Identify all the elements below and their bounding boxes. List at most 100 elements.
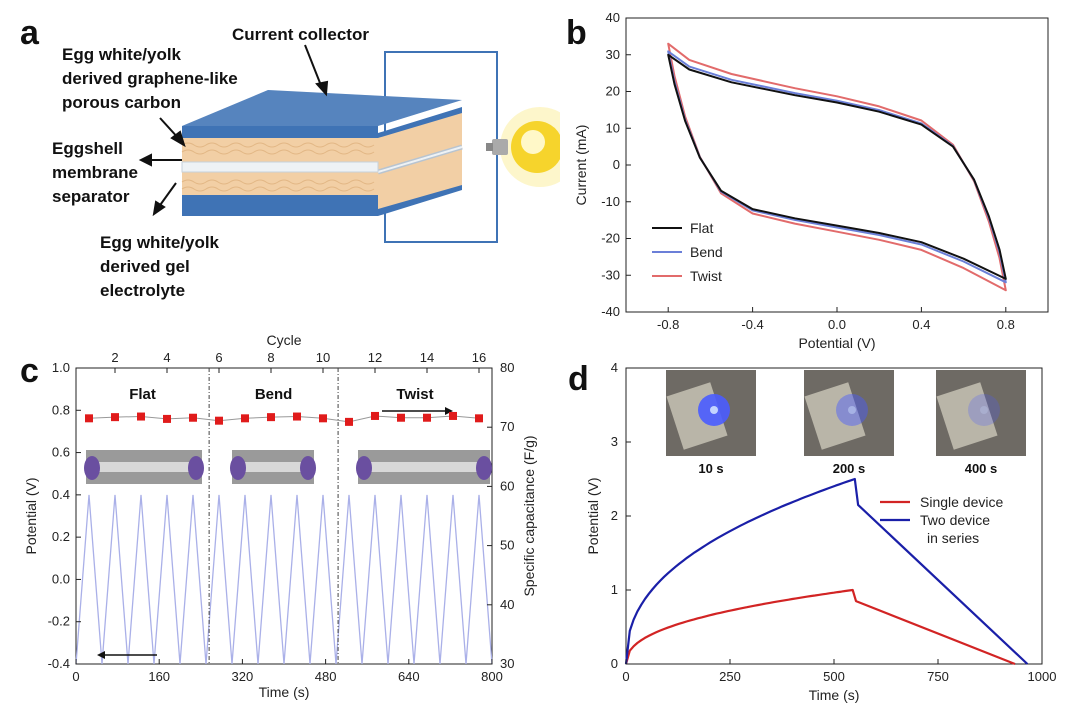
y2-axis-label: Specific capacitance (F/g) [521, 435, 537, 596]
label-carbon-line2: derived graphene-like [62, 69, 238, 88]
capacitance-point [241, 414, 249, 423]
capacitance-point [397, 413, 405, 422]
panel-letter-d: d [568, 360, 589, 398]
top-x-axis-label: Cycle [266, 332, 301, 348]
cycle-tick-label: 12 [368, 350, 382, 365]
device-front-stripes [181, 142, 375, 192]
x-tick-label: -0.4 [741, 317, 763, 332]
glove-left [356, 456, 372, 480]
region-label-flat: Flat [129, 386, 156, 403]
label-separator-line1: Eggshell [52, 139, 123, 158]
x-tick-label: 800 [481, 669, 503, 684]
label-electrolyte-line2: derived gel [100, 257, 190, 276]
capacitance-point [163, 414, 171, 423]
y-tick-label: -0.2 [48, 614, 70, 629]
y2-tick-label: 30 [500, 656, 514, 671]
capacitance-point [215, 416, 223, 425]
curve-single-device [624, 588, 1016, 666]
arrow-left-head [97, 651, 105, 659]
label-electrolyte-line1: Egg white/yolk [100, 233, 220, 252]
y-tick-label: 0.0 [52, 571, 70, 586]
cycle-tick-label: 14 [420, 350, 434, 365]
capacitance-point [293, 412, 301, 421]
capacitance-point [371, 411, 379, 420]
photo-caption: 200 s [833, 461, 866, 476]
cv-curve-flat [667, 53, 1007, 280]
y-tick-label: 1 [611, 582, 618, 597]
y2-tick-label: 70 [500, 419, 514, 434]
y-tick-label: 0.2 [52, 529, 70, 544]
x-tick-label: -0.8 [657, 317, 679, 332]
y2-tick-label: 50 [500, 538, 514, 553]
x-axis-label: Time (s) [259, 684, 310, 700]
capacitance-point [319, 414, 327, 423]
x-axis-label: Potential (V) [798, 335, 875, 351]
cycle-tick-label: 8 [267, 350, 274, 365]
device-photo-led [710, 406, 718, 414]
light-bulb-icon [486, 107, 560, 187]
cycle-tick-label: 6 [215, 350, 222, 365]
device-photo-sample [936, 382, 998, 450]
y-tick-label: 0 [613, 157, 620, 172]
sample-photo [358, 450, 490, 484]
x-tick-label: 160 [148, 669, 170, 684]
sample-strip [364, 462, 484, 472]
x-tick-label: 250 [719, 669, 741, 684]
capacitance-point [475, 414, 483, 423]
capacitance-point [423, 413, 431, 422]
sample-strip [238, 462, 308, 472]
arrow-right-head [445, 407, 453, 415]
x-tick-label: 1000 [1028, 669, 1057, 684]
supercapacitor-schematic [138, 44, 560, 243]
sample-photo [232, 450, 314, 484]
device-photo [666, 370, 756, 456]
device-front-collector-top [182, 126, 378, 138]
y-axis-label: Potential (V) [585, 477, 601, 554]
x-tick-label: 0 [622, 669, 629, 684]
cv-curve-twist [667, 42, 1007, 292]
capacitance-point [345, 417, 353, 426]
y-tick-label: -40 [601, 304, 620, 319]
device-photo-led [980, 406, 988, 414]
glove-left [230, 456, 246, 480]
y2-tick-label: 40 [500, 597, 514, 612]
y-tick-label: 20 [606, 84, 620, 99]
legend-label-bend: Bend [690, 244, 723, 260]
x-tick-label: 480 [315, 669, 337, 684]
y-tick-label: 1.0 [52, 360, 70, 375]
label-current-collector: Current collector [232, 25, 369, 44]
capacitance-point [85, 414, 93, 423]
label-separator-line2: membrane [52, 163, 138, 182]
y-tick-label: 0.6 [52, 445, 70, 460]
capacitance-point [449, 411, 457, 420]
x-tick-label: 0.4 [912, 317, 930, 332]
capacitance-point [189, 413, 197, 422]
sample-strip [92, 462, 196, 472]
device-photo-sample [804, 382, 866, 450]
cycle-tick-label: 10 [316, 350, 330, 365]
y-axis-label: Current (mA) [573, 125, 589, 206]
label-carbon-line3: porous carbon [62, 93, 182, 112]
glove-right [300, 456, 316, 480]
y-tick-label: -20 [601, 231, 620, 246]
y-tick-label: 2 [611, 508, 618, 523]
y-tick-label: 40 [606, 10, 620, 25]
plot-frame [625, 17, 1049, 313]
y2-tick-label: 80 [500, 360, 514, 375]
legend-label-series: Two device [920, 512, 990, 528]
gcd-waveform [75, 494, 493, 665]
glove-left [84, 456, 100, 480]
cycle-tick-label: 16 [472, 350, 486, 365]
panel-letter-b: b [566, 14, 587, 52]
y-axis-label: Potential (V) [23, 477, 39, 554]
plot-frame [75, 367, 493, 665]
curve-two-device [624, 477, 1029, 665]
capacitance-point [111, 413, 119, 422]
sample-photo [86, 450, 202, 484]
device-photo [804, 370, 894, 456]
y-tick-label: -10 [601, 194, 620, 209]
y-tick-label: 0.8 [52, 402, 70, 417]
legend-label-flat: Flat [690, 220, 713, 236]
device-top-face [182, 90, 462, 126]
y-tick-label: -30 [601, 267, 620, 282]
